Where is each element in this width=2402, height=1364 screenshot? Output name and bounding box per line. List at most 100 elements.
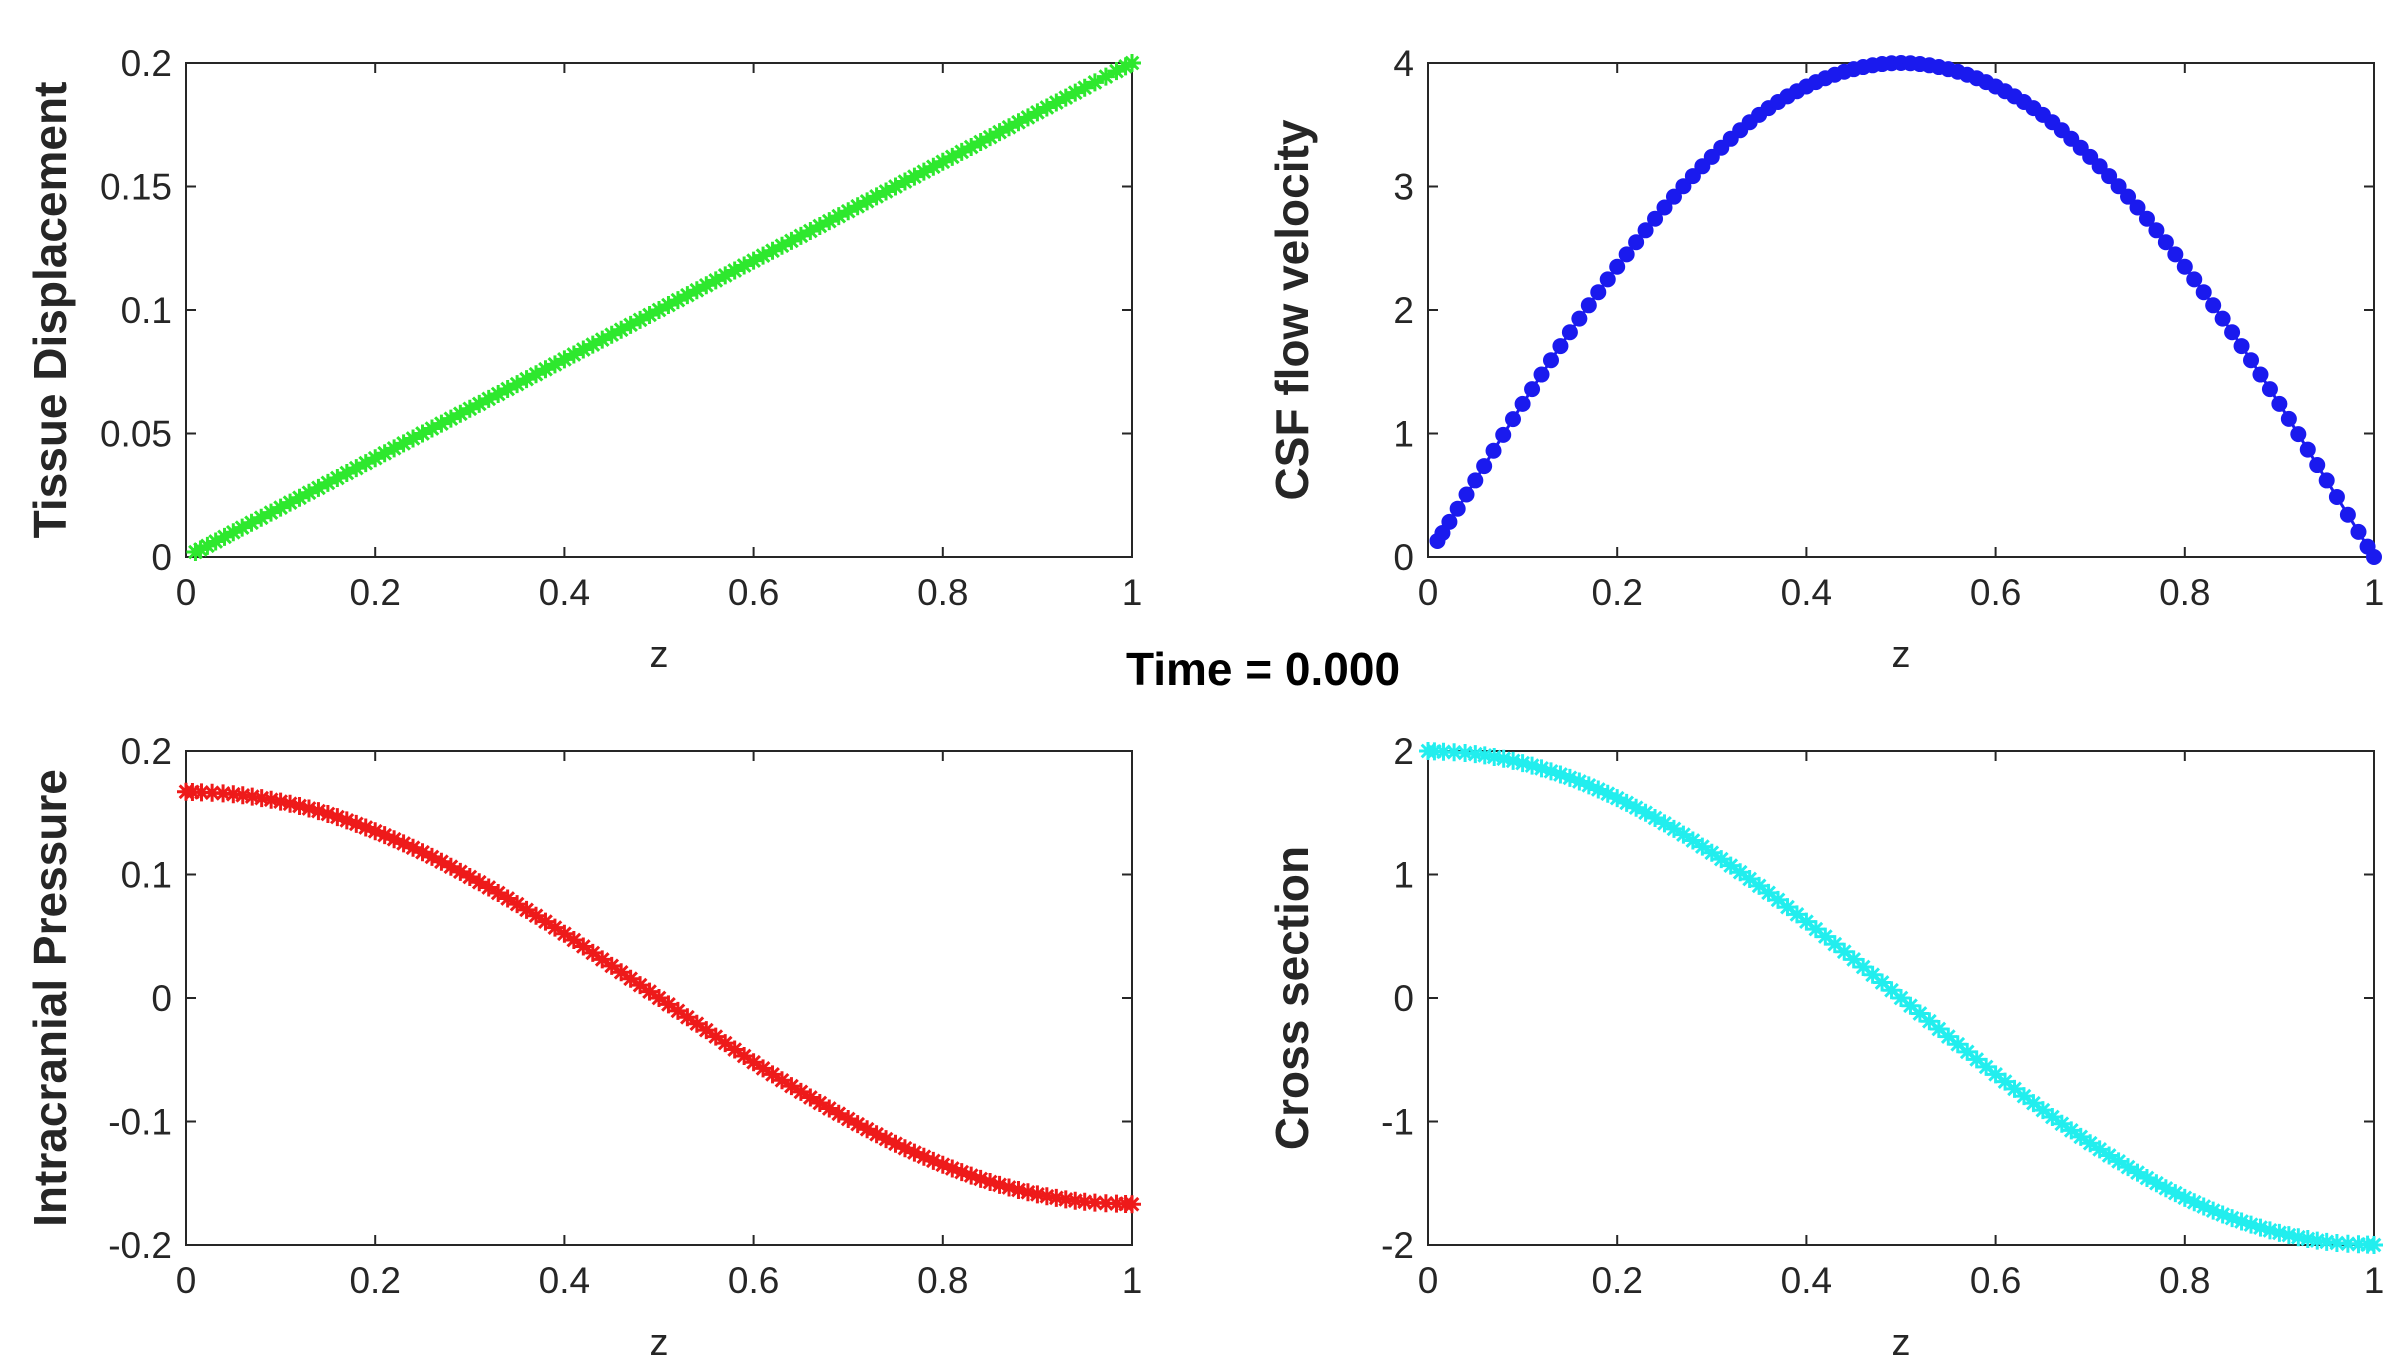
data-point <box>687 281 706 300</box>
data-point <box>2270 1223 2289 1242</box>
data-point <box>725 1040 744 1059</box>
x-tick-label: 0.2 <box>1591 1260 1642 1301</box>
data-point <box>451 862 470 881</box>
data-point <box>943 1159 962 1178</box>
data-point <box>508 375 527 394</box>
data-point <box>1028 1185 1047 1204</box>
y-tick-label: -0.1 <box>108 1102 172 1143</box>
data-point <box>233 786 252 805</box>
data-point <box>1967 1050 1986 1069</box>
data-point <box>2290 426 2307 443</box>
x-tick-label: 0.8 <box>2159 1260 2210 1301</box>
y-axis-label: Cross section <box>1266 846 1318 1150</box>
data-point <box>971 1169 990 1188</box>
data-point <box>555 924 574 943</box>
y-tick-label: 0 <box>151 537 172 578</box>
data-point <box>1712 850 1731 869</box>
data-point <box>659 995 678 1014</box>
data-point <box>1599 271 1616 288</box>
data-point <box>1513 754 1532 773</box>
data-point <box>1075 78 1094 97</box>
series-line <box>1436 61 2376 558</box>
x-tick-label: 1 <box>1122 1260 1143 1301</box>
data-point <box>716 266 735 285</box>
data-point <box>877 182 896 201</box>
data-point <box>1618 246 1635 263</box>
data-point <box>905 1143 924 1162</box>
data-point <box>2365 1236 2383 1254</box>
data-point <box>678 1008 697 1027</box>
data-point <box>895 172 914 191</box>
data-point <box>2052 1114 2071 1133</box>
data-point <box>2090 1140 2109 1159</box>
data-point <box>1542 352 1559 369</box>
data-point <box>183 783 202 802</box>
data-point <box>782 231 801 250</box>
data-point <box>716 1034 735 1053</box>
x-tick-label: 1 <box>1122 572 1143 613</box>
y-tick-label: -1 <box>1381 1102 1414 1143</box>
data-point <box>2081 1134 2100 1153</box>
x-tick-label: 0.4 <box>1781 572 1832 613</box>
data-point <box>233 518 252 537</box>
data-point <box>933 152 952 171</box>
data-point <box>1674 825 1693 844</box>
data-point <box>1494 749 1513 768</box>
series-group <box>1419 742 2383 1254</box>
data-point <box>1759 883 1778 902</box>
data-point <box>1009 113 1028 132</box>
data-point <box>668 1001 687 1020</box>
y-tick-label: 2 <box>1393 731 1414 772</box>
data-point <box>1844 950 1863 969</box>
data-point <box>470 873 489 892</box>
data-point <box>394 834 413 853</box>
data-point <box>1445 743 1464 762</box>
data-point <box>886 177 905 196</box>
plot-panel-bottom-left: 0 0.2 0.4 0.6 0.8 1 -0.2 -0.1 0 0.1 0.2 z Intracrani… <box>24 731 1142 1364</box>
data-point <box>858 192 877 211</box>
data-point <box>839 1110 858 1129</box>
data-point <box>1467 472 1484 489</box>
data-point <box>366 449 385 468</box>
data-point <box>687 1014 706 1033</box>
x-axis-label: z <box>1892 634 1911 676</box>
y-tick-label: 1 <box>1393 414 1414 455</box>
data-point <box>2014 1087 2033 1106</box>
data-point <box>1589 780 1608 799</box>
data-point <box>460 867 479 886</box>
data-point <box>1920 1012 1939 1031</box>
data-point <box>640 305 659 324</box>
data-point <box>1731 863 1750 882</box>
data-point <box>924 157 943 176</box>
data-point <box>404 429 423 448</box>
data-point <box>962 137 981 156</box>
data-point <box>1514 395 1531 412</box>
data-point <box>697 276 716 295</box>
data-point <box>214 784 233 803</box>
data-point <box>2194 1197 2213 1216</box>
data-point <box>271 792 290 811</box>
data-point <box>1683 831 1702 850</box>
data-point <box>1116 57 1135 76</box>
data-point <box>1977 1057 1996 1076</box>
y-tick-label: 0.2 <box>121 731 172 772</box>
data-point <box>621 969 640 988</box>
data-point <box>432 852 451 871</box>
data-point <box>867 187 886 206</box>
data-point <box>1873 973 1892 992</box>
data-point <box>839 202 858 221</box>
data-point <box>602 325 621 344</box>
data-point <box>2299 441 2316 458</box>
data-point <box>1561 324 1578 341</box>
data-point <box>1816 927 1835 946</box>
data-point <box>2167 246 2184 263</box>
data-point <box>574 340 593 359</box>
series-group <box>1429 55 2382 565</box>
data-point <box>858 1120 877 1139</box>
data-point <box>1018 1183 1037 1202</box>
data-point <box>2243 352 2260 369</box>
data-point <box>2350 523 2367 540</box>
data-point <box>612 320 631 339</box>
data-point <box>1778 898 1797 917</box>
data-point <box>1628 234 1645 251</box>
